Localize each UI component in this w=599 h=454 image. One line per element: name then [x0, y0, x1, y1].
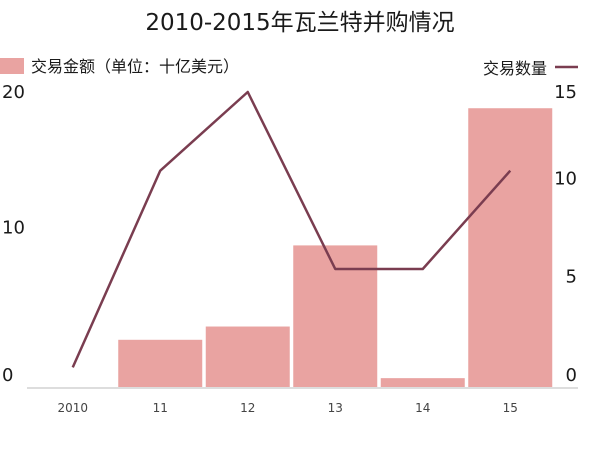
- bar-12: [205, 326, 290, 387]
- count-series-line: [71, 90, 512, 368]
- bar-11: [118, 339, 203, 387]
- legend-bar-swatch: [0, 58, 24, 74]
- left-axis: 0 10 20: [2, 82, 25, 386]
- right-tick-10: 10: [554, 168, 577, 189]
- bar-15: [468, 108, 553, 387]
- right-tick-0: 0: [566, 365, 577, 386]
- left-tick-0: 0: [2, 365, 13, 386]
- bars-group: [118, 108, 553, 387]
- x-tick-2010: 2010: [57, 401, 88, 415]
- x-tick-12: 12: [240, 401, 255, 415]
- right-tick-5: 5: [566, 267, 577, 288]
- left-tick-20: 20: [2, 82, 25, 103]
- legend-line-label: 交易数量: [483, 59, 547, 78]
- x-axis: 2010 11 12 13 14 15: [57, 401, 517, 415]
- x-tick-14: 14: [415, 401, 430, 415]
- bar-14: [380, 378, 465, 387]
- right-tick-15: 15: [554, 82, 577, 103]
- right-axis: 0 5 10 15: [554, 82, 577, 386]
- legend-bar-label: 交易金额（单位：十亿美元）: [31, 57, 239, 76]
- x-tick-13: 13: [328, 401, 343, 415]
- x-tick-15: 15: [503, 401, 518, 415]
- chart-title: 2010-2015年瓦兰特并购情况: [145, 10, 454, 36]
- x-tick-11: 11: [153, 401, 168, 415]
- left-tick-10: 10: [2, 218, 25, 239]
